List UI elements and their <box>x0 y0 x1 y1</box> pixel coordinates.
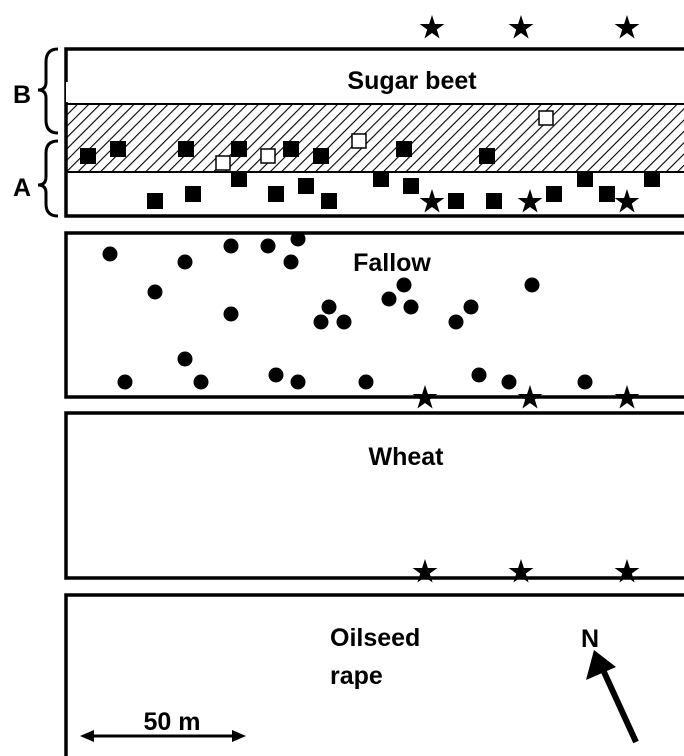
circle-marker <box>358 374 374 390</box>
circle-marker <box>336 314 352 330</box>
circle-marker <box>524 277 540 293</box>
filled-square <box>486 193 502 209</box>
circle-marker <box>268 367 284 383</box>
field-oilseed <box>64 593 684 756</box>
circle-marker <box>313 314 329 330</box>
field-label: Oilseed <box>330 624 420 652</box>
star-marker <box>614 385 640 409</box>
circle-marker <box>321 299 337 315</box>
filled-square <box>479 148 495 164</box>
star-marker <box>517 385 543 409</box>
filled-square <box>644 171 660 187</box>
circle-marker <box>223 306 239 322</box>
filled-square <box>321 193 337 209</box>
circle-marker <box>193 374 209 390</box>
filled-square <box>599 186 615 202</box>
filled-square <box>231 171 247 187</box>
field-wheat <box>64 411 684 580</box>
circle-marker <box>283 254 299 270</box>
circle-marker <box>117 374 133 390</box>
filled-square <box>110 141 126 157</box>
star-marker <box>412 559 438 583</box>
filled-square <box>185 186 201 202</box>
circle-marker <box>501 374 517 390</box>
open-square <box>351 133 367 149</box>
scale-arrowhead <box>232 730 246 742</box>
star-marker <box>614 15 640 39</box>
filled-square <box>396 141 412 157</box>
scale-label: 50 m <box>144 708 201 736</box>
star-marker <box>419 189 445 213</box>
brace-a <box>37 139 59 218</box>
field-fallow <box>64 231 684 399</box>
filled-square <box>147 193 163 209</box>
star-marker <box>412 385 438 409</box>
hatched-strip <box>65 103 684 173</box>
field-sugar-beet <box>64 47 684 218</box>
filled-square <box>313 148 329 164</box>
field-label: Wheat <box>369 443 445 471</box>
scale-arrowhead <box>80 730 94 742</box>
open-square <box>538 110 554 126</box>
circle-marker <box>396 277 412 293</box>
circle-marker <box>147 284 163 300</box>
star-marker <box>508 15 534 39</box>
circle-marker <box>260 238 276 254</box>
circle-marker <box>102 246 118 262</box>
north-arrow <box>601 670 639 744</box>
filled-square <box>231 141 247 157</box>
circle-marker <box>381 291 397 307</box>
field-label: rape <box>330 662 383 690</box>
star-marker <box>517 189 543 213</box>
filled-square <box>403 178 419 194</box>
circle-marker <box>223 238 239 254</box>
field-label: Fallow <box>353 249 431 277</box>
star-marker <box>614 189 640 213</box>
filled-square <box>373 171 389 187</box>
circle-marker <box>403 299 419 315</box>
filled-square <box>546 186 562 202</box>
circle-marker <box>290 374 306 390</box>
filled-square <box>577 171 593 187</box>
filled-square <box>298 178 314 194</box>
zone-label: B <box>13 81 31 109</box>
star-marker <box>508 559 534 583</box>
label-backdrop <box>66 82 684 102</box>
star-marker <box>614 559 640 583</box>
circle-marker <box>463 299 479 315</box>
filled-square <box>178 141 194 157</box>
field-label: Sugar beet <box>347 67 477 95</box>
filled-square <box>268 186 284 202</box>
star-marker <box>419 15 445 39</box>
open-square <box>260 148 276 164</box>
compass-label: N <box>581 625 599 653</box>
brace-b <box>37 47 59 135</box>
filled-square <box>448 193 464 209</box>
filled-square <box>80 148 96 164</box>
circle-marker <box>471 367 487 383</box>
circle-marker <box>448 314 464 330</box>
circle-marker <box>177 254 193 270</box>
north-arrowhead <box>586 650 616 680</box>
filled-square <box>283 141 299 157</box>
open-square <box>215 155 231 171</box>
zone-label: A <box>13 174 31 202</box>
circle-marker <box>577 374 593 390</box>
circle-marker <box>290 231 306 247</box>
circle-marker <box>177 351 193 367</box>
